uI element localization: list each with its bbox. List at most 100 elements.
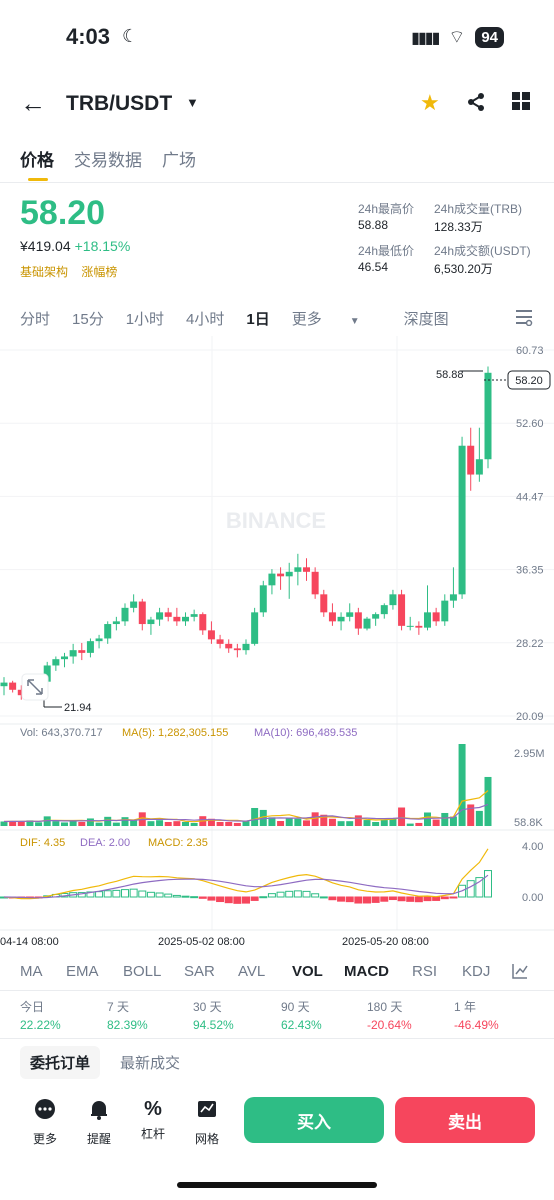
tab-trading-data[interactable]: 交易数据 bbox=[74, 151, 142, 170]
star-icon[interactable]: ★ bbox=[420, 90, 440, 115]
macd-bar bbox=[198, 896, 207, 899]
volume-bar bbox=[112, 822, 120, 826]
volume-bar bbox=[69, 820, 77, 826]
candle bbox=[441, 600, 449, 622]
candle bbox=[78, 650, 86, 653]
buy-button[interactable]: 买入 bbox=[244, 1097, 384, 1143]
indicator-ma[interactable]: MA bbox=[20, 963, 43, 980]
volume-bar bbox=[458, 744, 466, 826]
volume-bar bbox=[86, 818, 94, 826]
ma5-line bbox=[3, 790, 489, 823]
macd-tick-max: 4.00 bbox=[522, 841, 543, 853]
perf-label-30d: 30 天 bbox=[193, 1000, 222, 1014]
interval-depth[interactable]: 深度图 bbox=[403, 311, 449, 328]
macd-label: MACD: 2.35 bbox=[148, 837, 208, 849]
low-label: 24h最低价 bbox=[358, 244, 415, 258]
tag-gainers[interactable]: 涨幅榜 bbox=[81, 265, 118, 279]
dif-label: DIF: 4.35 bbox=[20, 837, 65, 849]
grid-bot-icon bbox=[187, 1098, 227, 1126]
volume-bar bbox=[294, 818, 302, 826]
macd-bar bbox=[233, 896, 242, 904]
tab-price[interactable]: 价格 bbox=[20, 151, 54, 170]
fiat-price-row: ¥419.04 +18.15% bbox=[20, 238, 130, 254]
interval-4h[interactable]: 4小时 bbox=[186, 311, 225, 328]
interval-1h[interactable]: 1小时 bbox=[125, 311, 165, 328]
candlestick-chart[interactable]: BINANCE 60.73 52.60 44.47 36.35 28.22 20.09 5… bbox=[0, 336, 554, 950]
divider bbox=[0, 990, 554, 991]
macd-bar bbox=[371, 896, 380, 903]
tab-square[interactable]: 广场 bbox=[162, 151, 196, 170]
volume-bar bbox=[424, 812, 431, 826]
interval-time[interactable]: 分时 bbox=[20, 311, 51, 328]
macd-bar bbox=[440, 896, 449, 900]
indicator-vol[interactable]: VOL bbox=[292, 963, 323, 980]
sell-button[interactable]: 卖出 bbox=[395, 1097, 535, 1143]
vol-trb-label: 24h成交量(TRB) bbox=[434, 202, 523, 216]
interval-selector: 分时 15分 1小时 4小时 1日 更多 ▼ 深度图 bbox=[20, 308, 471, 329]
tag-row: 基础架构 涨幅榜 bbox=[20, 263, 117, 280]
macd-bar bbox=[337, 896, 346, 902]
macd-bar bbox=[475, 877, 484, 898]
volume-bar bbox=[268, 817, 276, 826]
candle bbox=[52, 659, 60, 666]
candle bbox=[199, 614, 207, 631]
current-price-box bbox=[507, 370, 551, 390]
macd-bar bbox=[345, 896, 354, 903]
nav-alert-label: 提醒 bbox=[86, 1132, 111, 1146]
indicator-tabs: MA EMA BOLL SAR AVL VOL MACD RSI KDJ bbox=[20, 963, 550, 983]
volume-bar bbox=[277, 821, 285, 826]
candle bbox=[424, 612, 431, 628]
candle bbox=[138, 601, 146, 625]
interval-1d[interactable]: 1日 bbox=[246, 311, 270, 328]
nav-more[interactable]: 更多 bbox=[25, 1098, 65, 1147]
nav-margin[interactable]: % 杠杆 bbox=[133, 1098, 173, 1142]
tab-open-orders[interactable]: 委托订单 bbox=[20, 1046, 101, 1079]
macd-bar bbox=[103, 890, 112, 898]
chart-settings-icon[interactable] bbox=[514, 308, 534, 331]
volume-tick-min: 58.8K bbox=[514, 817, 543, 829]
macd-bar bbox=[319, 896, 328, 899]
perf-label-180d: 180 天 bbox=[367, 1000, 403, 1014]
macd-bars bbox=[0, 870, 492, 904]
grid-menu-icon[interactable] bbox=[512, 92, 530, 116]
nav-alert[interactable]: 提醒 bbox=[79, 1098, 119, 1147]
perf-value-30d: 94.52% bbox=[193, 1018, 234, 1032]
macd-bar bbox=[449, 896, 458, 899]
nav-grid[interactable]: 网格 bbox=[187, 1098, 227, 1147]
candle bbox=[415, 625, 423, 628]
macd-bar bbox=[95, 891, 104, 898]
volume-bar bbox=[242, 821, 250, 826]
macd-bar bbox=[388, 896, 397, 901]
candle bbox=[389, 594, 397, 606]
volume-bar bbox=[311, 812, 319, 826]
indicator-boll[interactable]: BOLL bbox=[123, 963, 162, 980]
ma5-label: MA(5): 1,282,305.155 bbox=[122, 727, 228, 739]
indicator-rsi[interactable]: RSI bbox=[412, 963, 438, 980]
indicator-macd[interactable]: MACD bbox=[344, 963, 389, 980]
indicator-settings-icon[interactable] bbox=[512, 963, 528, 983]
indicator-avl[interactable]: AVL bbox=[238, 963, 266, 980]
vol-usdt-value: 6,530.20万 bbox=[434, 262, 493, 276]
candle bbox=[104, 624, 112, 639]
share-icon[interactable] bbox=[466, 92, 486, 118]
candle bbox=[225, 643, 233, 649]
tag-infrastructure[interactable]: 基础架构 bbox=[20, 265, 69, 279]
back-arrow-icon[interactable]: ← bbox=[20, 88, 46, 118]
macd-bar bbox=[138, 890, 147, 898]
indicator-sar[interactable]: SAR bbox=[184, 963, 215, 980]
macd-bar bbox=[224, 896, 233, 904]
indicator-kdj[interactable]: KDJ bbox=[462, 963, 491, 980]
pair-selector[interactable]: TRB/USDT ▼ bbox=[66, 92, 199, 116]
indicator-ema[interactable]: EMA bbox=[66, 963, 99, 980]
interval-more[interactable]: 更多 ▼ bbox=[292, 308, 382, 329]
price-axis: 60.73 52.60 44.47 36.35 28.22 20.09 bbox=[516, 345, 544, 723]
moon-icon: ☾ bbox=[122, 26, 139, 46]
volume-bar bbox=[147, 821, 155, 826]
candle bbox=[147, 619, 155, 625]
volume-bar bbox=[467, 804, 475, 826]
interval-more-label: 更多 bbox=[291, 311, 322, 328]
interval-15m[interactable]: 15分 bbox=[72, 311, 104, 328]
macd-bar bbox=[207, 896, 216, 901]
tab-latest-trades[interactable]: 最新成交 bbox=[120, 1055, 181, 1072]
macd-tick-zero: 0.00 bbox=[522, 892, 543, 904]
